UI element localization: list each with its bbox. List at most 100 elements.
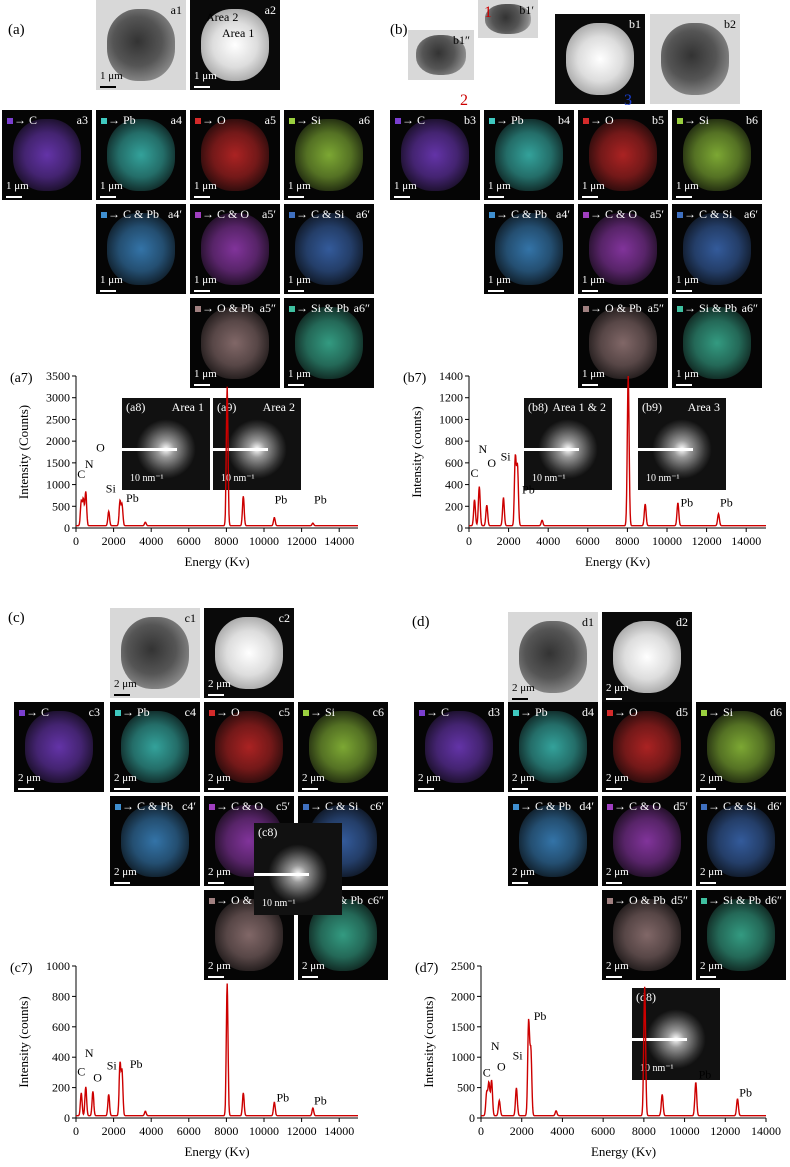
scale-text: 2 μm	[700, 960, 723, 972]
micrograph-a6p: a6′ → C & Si 1 μm	[284, 204, 374, 294]
scale-text: 2 μm	[208, 866, 231, 878]
beam-stop	[254, 872, 309, 876]
chart-panel-label: (b7)	[403, 371, 427, 386]
y-tick-label: 2500	[451, 959, 475, 973]
scale-bar	[582, 290, 598, 292]
y-tick-label: 1000	[46, 959, 70, 973]
particle-blob	[588, 213, 658, 285]
peak-label: Pb	[314, 493, 327, 507]
inset-scale: 10 nm⁻¹	[130, 473, 164, 484]
inset-scale: 10 nm⁻¹	[262, 898, 296, 909]
scale-text: 2 μm	[114, 678, 137, 690]
element-name: → Si & Pb	[708, 893, 762, 907]
micrograph-a4p: a4′ → C & Pb 1 μm	[96, 204, 186, 294]
scale-text: 1 μm	[394, 180, 417, 192]
scale-bar	[194, 290, 210, 292]
y-tick-label: 1400	[439, 369, 463, 383]
scale-text: 2 μm	[302, 772, 325, 784]
x-axis-label: Energy (Kv)	[184, 554, 249, 569]
y-axis-label: Intensity (Counts)	[16, 405, 31, 499]
x-tick-label: 10000	[249, 1124, 279, 1138]
diffraction-pattern-b8: (b8) Area 1 & 2 10 nm⁻¹	[524, 398, 612, 490]
element-name: → Si	[296, 113, 322, 127]
scale-text: 1 μm	[194, 70, 217, 82]
particle-blob	[120, 711, 190, 783]
particle-blob	[200, 307, 270, 379]
scale-text: 2 μm	[700, 866, 723, 878]
particle-blob	[706, 711, 776, 783]
particle-blob	[612, 899, 682, 971]
particle-blob	[24, 711, 94, 783]
particle-blob	[682, 307, 752, 379]
element-name: → Si	[708, 705, 734, 719]
element-legend: → O & Pb	[583, 301, 642, 316]
legend-swatch	[209, 710, 215, 717]
beam-stop	[632, 1037, 687, 1041]
tile-label: a6″	[741, 301, 758, 315]
element-legend: → Si	[303, 705, 335, 720]
element-legend: → O	[607, 705, 638, 720]
legend-swatch	[513, 804, 519, 811]
element-legend: → C & Pb	[489, 207, 547, 222]
legend-swatch	[209, 898, 215, 905]
element-name: → Pb	[496, 113, 524, 127]
scale-bar	[100, 86, 116, 88]
micrograph-a5: a5 → O 1 μm	[190, 110, 280, 200]
scale-bar	[18, 788, 34, 790]
element-name: → C & O	[614, 799, 662, 813]
micrograph-a3: a3 → C 1 μm	[2, 110, 92, 200]
x-tick-label: 6000	[576, 534, 600, 548]
tile-label: a4′	[168, 207, 182, 221]
peak-label: Pb	[720, 495, 733, 509]
element-name: → O	[614, 705, 638, 719]
element-legend: → Si	[701, 705, 733, 720]
diffraction-pattern-c8: (c8) 10 nm⁻¹	[254, 823, 342, 915]
x-tick-label: 8000	[214, 534, 238, 548]
peak-label: C	[471, 466, 479, 480]
x-tick-label: 12000	[287, 1124, 317, 1138]
y-tick-label: 2500	[46, 412, 70, 426]
x-axis-label: Energy (Kv)	[591, 1144, 656, 1159]
x-tick-label: 4000	[550, 1124, 574, 1138]
legend-swatch	[101, 212, 107, 219]
micrograph-d4: d4 → Pb 2 μm	[508, 702, 598, 792]
area-label-2: Area 2	[206, 10, 239, 24]
x-tick-label: 4000	[139, 534, 163, 548]
scale-bar	[288, 290, 304, 292]
particle-blob	[200, 9, 270, 81]
region-marker-3: 3	[624, 92, 632, 109]
micrograph-b4: b4 → Pb 1 μm	[484, 110, 574, 200]
peak-label: N	[479, 442, 488, 456]
micrograph-c2: c2 2 μm	[204, 608, 294, 698]
legend-swatch	[419, 710, 425, 717]
x-tick-label: 2000	[497, 534, 521, 548]
micrograph-c6: c6 → Si 2 μm	[298, 702, 388, 792]
tile-label: d5″	[671, 893, 688, 907]
inset-label: (b8)	[528, 400, 548, 414]
y-axis-label: Intensity (counts)	[409, 406, 424, 497]
tile-label: b6	[746, 113, 758, 127]
scale-bar	[700, 882, 716, 884]
micrograph-d1: d1 2 μm	[508, 612, 598, 702]
legend-swatch	[289, 118, 295, 125]
chart-panel-label: (a7)	[10, 371, 33, 386]
scale-text: 2 μm	[512, 772, 535, 784]
legend-swatch	[7, 118, 13, 125]
micrograph-b4p: a4′ → C & Pb 1 μm	[484, 204, 574, 294]
legend-swatch	[513, 710, 519, 717]
element-name: → C & Pb	[122, 799, 174, 813]
scale-bar	[194, 384, 210, 386]
micrograph-d4p: d4′ → C & Pb 2 μm	[508, 796, 598, 886]
element-name: → O	[202, 113, 226, 127]
legend-swatch	[303, 804, 309, 811]
spectrum-line	[481, 986, 766, 1117]
tile-label: c1	[184, 611, 196, 625]
scale-bar	[606, 788, 622, 790]
scale-bar	[208, 976, 224, 978]
legend-swatch	[289, 306, 295, 313]
micrograph-c4: c4 → Pb 2 μm	[110, 702, 200, 792]
legend-swatch	[583, 306, 589, 313]
element-legend: → O	[195, 113, 226, 128]
